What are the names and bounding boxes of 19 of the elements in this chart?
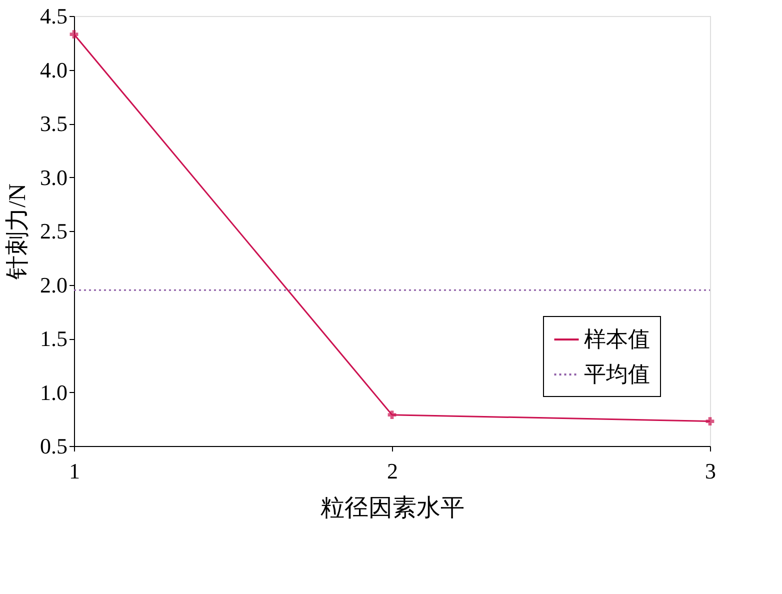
x-tick-label: 3: [705, 458, 716, 484]
y-tick-label: 0.5: [40, 434, 68, 458]
legend-label: 平均值: [584, 362, 650, 386]
point: [70, 30, 78, 38]
y-tick-label: 1.0: [40, 380, 68, 405]
y-axis-title: 针刺力/N: [5, 184, 31, 280]
y-tick-label: 3.5: [40, 111, 68, 136]
x-axis-title: 粒径因素水平: [320, 496, 464, 522]
y-tick-label: 2.0: [40, 272, 68, 298]
y-tick-label: 4.0: [40, 57, 68, 82]
y-tick-label: 4.5: [40, 4, 68, 28]
point: [388, 410, 396, 420]
y-tick-label: 2.5: [40, 218, 68, 244]
y-tick-label: 3.0: [40, 164, 68, 190]
legend-label: 样本值: [584, 326, 650, 352]
x-tick-label: 1: [69, 458, 80, 484]
point: [706, 417, 714, 426]
x-tick-label: 2: [387, 458, 398, 484]
y-tick-label: 1.5: [40, 326, 68, 351]
